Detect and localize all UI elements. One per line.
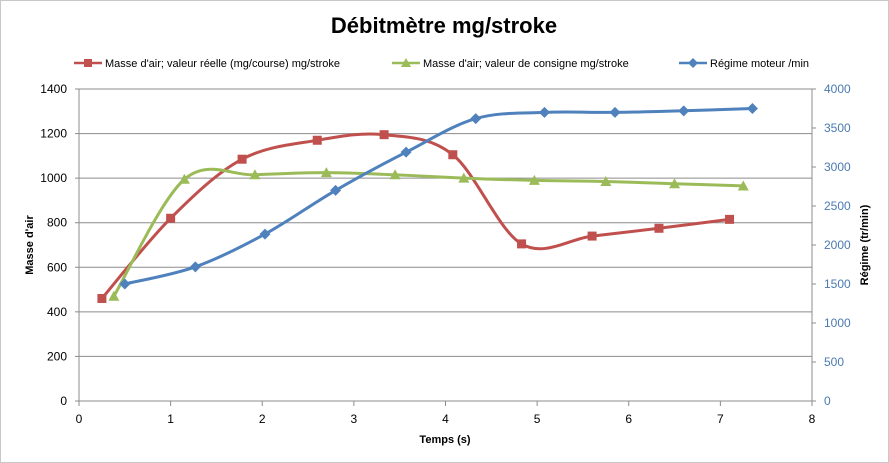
series-2-point-3 bbox=[330, 184, 342, 196]
y2-tick-label-8: 4000 bbox=[824, 82, 851, 96]
x-tick-label-8: 8 bbox=[809, 412, 816, 426]
series-2-point-0 bbox=[119, 278, 131, 290]
series-2-point-1 bbox=[189, 261, 201, 273]
series-0-point-3 bbox=[312, 135, 322, 145]
legend-marker-0 bbox=[84, 59, 92, 67]
y-tick-label-4: 800 bbox=[47, 216, 67, 230]
x-tick-label-0: 0 bbox=[76, 412, 83, 426]
series-0-point-9 bbox=[725, 214, 735, 224]
x-tick-label-2: 2 bbox=[259, 412, 266, 426]
series-2-point-2 bbox=[259, 228, 271, 240]
tick-labels: 0200400600800100012001400050010001500200… bbox=[40, 82, 851, 426]
series-lines bbox=[100, 107, 754, 300]
x-tick-label-1: 1 bbox=[167, 412, 174, 426]
series-0-point-4 bbox=[379, 130, 389, 140]
series-1-point-7 bbox=[600, 175, 612, 186]
chart-title: Débitmètre mg/stroke bbox=[331, 13, 557, 38]
series-2-point-7 bbox=[609, 106, 621, 118]
y-axis-title: Masse d'air bbox=[24, 215, 36, 275]
y2-axis-title: Régime (tr/min) bbox=[859, 204, 871, 285]
series-1-point-5 bbox=[458, 172, 470, 183]
series-0-point-6 bbox=[517, 239, 527, 249]
series-1-point-9 bbox=[737, 180, 749, 191]
x-tick-label-4: 4 bbox=[442, 412, 449, 426]
series-1-point-8 bbox=[669, 178, 681, 189]
series-1-point-6 bbox=[528, 174, 540, 185]
series-1-point-2 bbox=[249, 169, 261, 180]
series-1-point-1 bbox=[178, 173, 190, 184]
x-tick-label-7: 7 bbox=[717, 412, 724, 426]
x-axis-title: Temps (s) bbox=[419, 434, 470, 446]
legend-label-2: Régime moteur /min bbox=[710, 58, 809, 70]
series-0-point-7 bbox=[587, 231, 597, 241]
y-tick-label-1: 200 bbox=[47, 349, 67, 363]
legend-label-1: Masse d'air; valeur de consigne mg/strok… bbox=[423, 58, 629, 70]
series-2-point-9 bbox=[746, 103, 758, 114]
series-1-point-4 bbox=[389, 169, 401, 180]
series-0-point-0 bbox=[97, 293, 107, 303]
axes bbox=[75, 88, 816, 406]
legend: Masse d'air; valeur réelle (mg/course) m… bbox=[74, 58, 809, 70]
x-tick-label-6: 6 bbox=[625, 412, 632, 426]
y2-tick-label-2: 1000 bbox=[824, 316, 851, 330]
legend-label-0: Masse d'air; valeur réelle (mg/course) m… bbox=[105, 58, 340, 70]
legend-item-2[interactable]: Régime moteur /min bbox=[679, 58, 809, 70]
legend-item-1[interactable]: Masse d'air; valeur de consigne mg/strok… bbox=[392, 58, 629, 70]
x-tick-label-3: 3 bbox=[351, 412, 358, 426]
series-line-2 bbox=[123, 107, 754, 286]
y2-tick-label-1: 500 bbox=[824, 355, 844, 369]
series-2-point-8 bbox=[678, 105, 690, 117]
y-tick-label-3: 600 bbox=[47, 260, 67, 274]
x-tick-label-5: 5 bbox=[534, 412, 541, 426]
legend-item-0[interactable]: Masse d'air; valeur réelle (mg/course) m… bbox=[74, 58, 340, 70]
series-0-point-8 bbox=[654, 223, 664, 233]
series-2-point-6 bbox=[538, 106, 550, 118]
y-tick-label-5: 1000 bbox=[40, 171, 67, 185]
legend-marker-1 bbox=[401, 58, 411, 67]
series-2-point-4 bbox=[400, 146, 412, 158]
y2-tick-label-6: 3000 bbox=[824, 160, 851, 174]
series-line-0 bbox=[100, 132, 731, 300]
series-0-point-2 bbox=[237, 154, 247, 164]
y2-tick-label-0: 0 bbox=[824, 394, 831, 408]
y2-tick-label-3: 1500 bbox=[824, 277, 851, 291]
series-0-point-5 bbox=[448, 150, 458, 160]
y-tick-label-0: 0 bbox=[60, 394, 67, 408]
y-tick-label-2: 400 bbox=[47, 305, 67, 319]
y-tick-label-7: 1400 bbox=[40, 82, 67, 96]
y2-tick-label-7: 3500 bbox=[824, 121, 851, 135]
series-1-point-0 bbox=[108, 290, 120, 301]
series-2-point-5 bbox=[470, 113, 482, 125]
series-0-point-1 bbox=[166, 213, 176, 223]
legend-marker-2 bbox=[688, 58, 698, 68]
series-1-point-3 bbox=[320, 167, 332, 178]
series-line-1 bbox=[112, 167, 745, 298]
y2-tick-label-4: 2000 bbox=[824, 238, 851, 252]
y-tick-label-6: 1200 bbox=[40, 127, 67, 141]
y2-tick-label-5: 2500 bbox=[824, 199, 851, 213]
series-markers bbox=[97, 103, 758, 303]
